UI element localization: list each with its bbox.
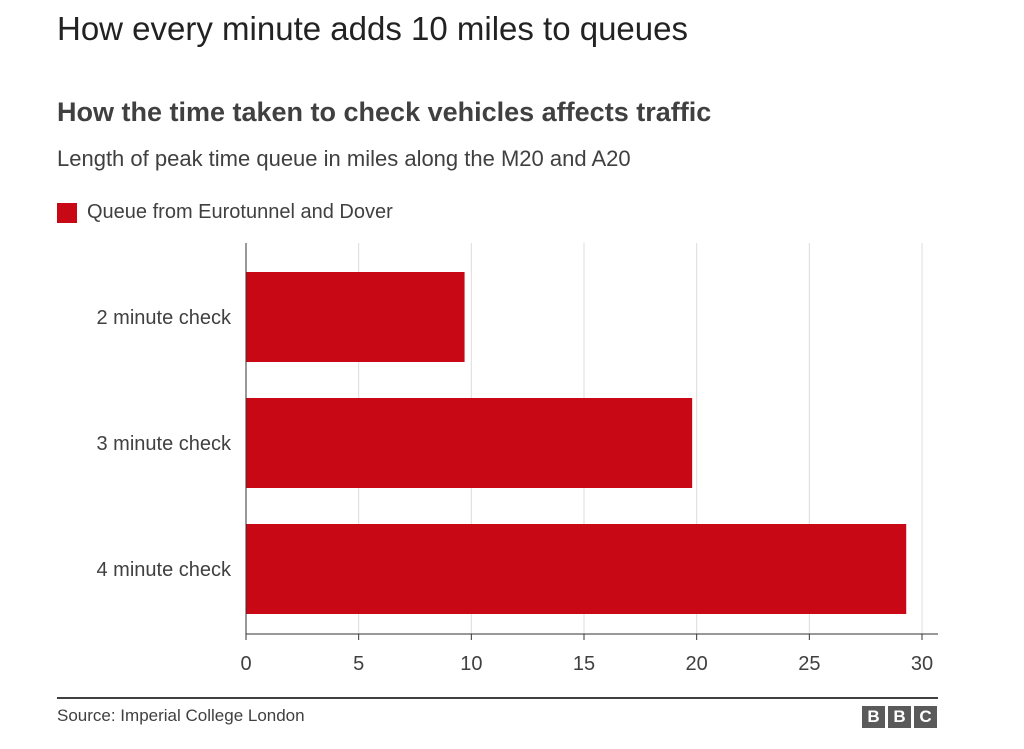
legend-swatch (57, 202, 77, 223)
chart-subtitle: Length of peak time queue in miles along… (57, 146, 631, 171)
chart-title: How the time taken to check vehicles aff… (57, 97, 712, 127)
bbc-logo: B B C (862, 706, 937, 728)
x-tick-label: 0 (240, 653, 251, 675)
bar (246, 272, 465, 362)
legend-label: Queue from Eurotunnel and Dover (87, 201, 393, 223)
bar (246, 524, 907, 614)
x-tick-label: 20 (686, 653, 708, 675)
x-tick-label: 15 (573, 653, 595, 675)
category-label: 3 minute check (96, 433, 232, 455)
footer-rule (57, 697, 938, 699)
category-label: 4 minute check (96, 559, 232, 581)
x-tick-label: 5 (353, 653, 364, 675)
bbc-logo-letter: C (914, 706, 937, 728)
headline: How every minute adds 10 miles to queues (57, 10, 688, 47)
x-tick-label: 30 (911, 653, 933, 675)
bbc-logo-letter: B (888, 706, 911, 728)
x-tick-label: 10 (460, 653, 482, 675)
bbc-logo-letter: B (862, 706, 885, 728)
legend: Queue from Eurotunnel and Dover (57, 201, 393, 224)
source-note: Source: Imperial College London (57, 706, 305, 725)
bar (246, 398, 693, 488)
x-tick-label: 25 (798, 653, 820, 675)
category-label: 2 minute check (96, 307, 232, 329)
